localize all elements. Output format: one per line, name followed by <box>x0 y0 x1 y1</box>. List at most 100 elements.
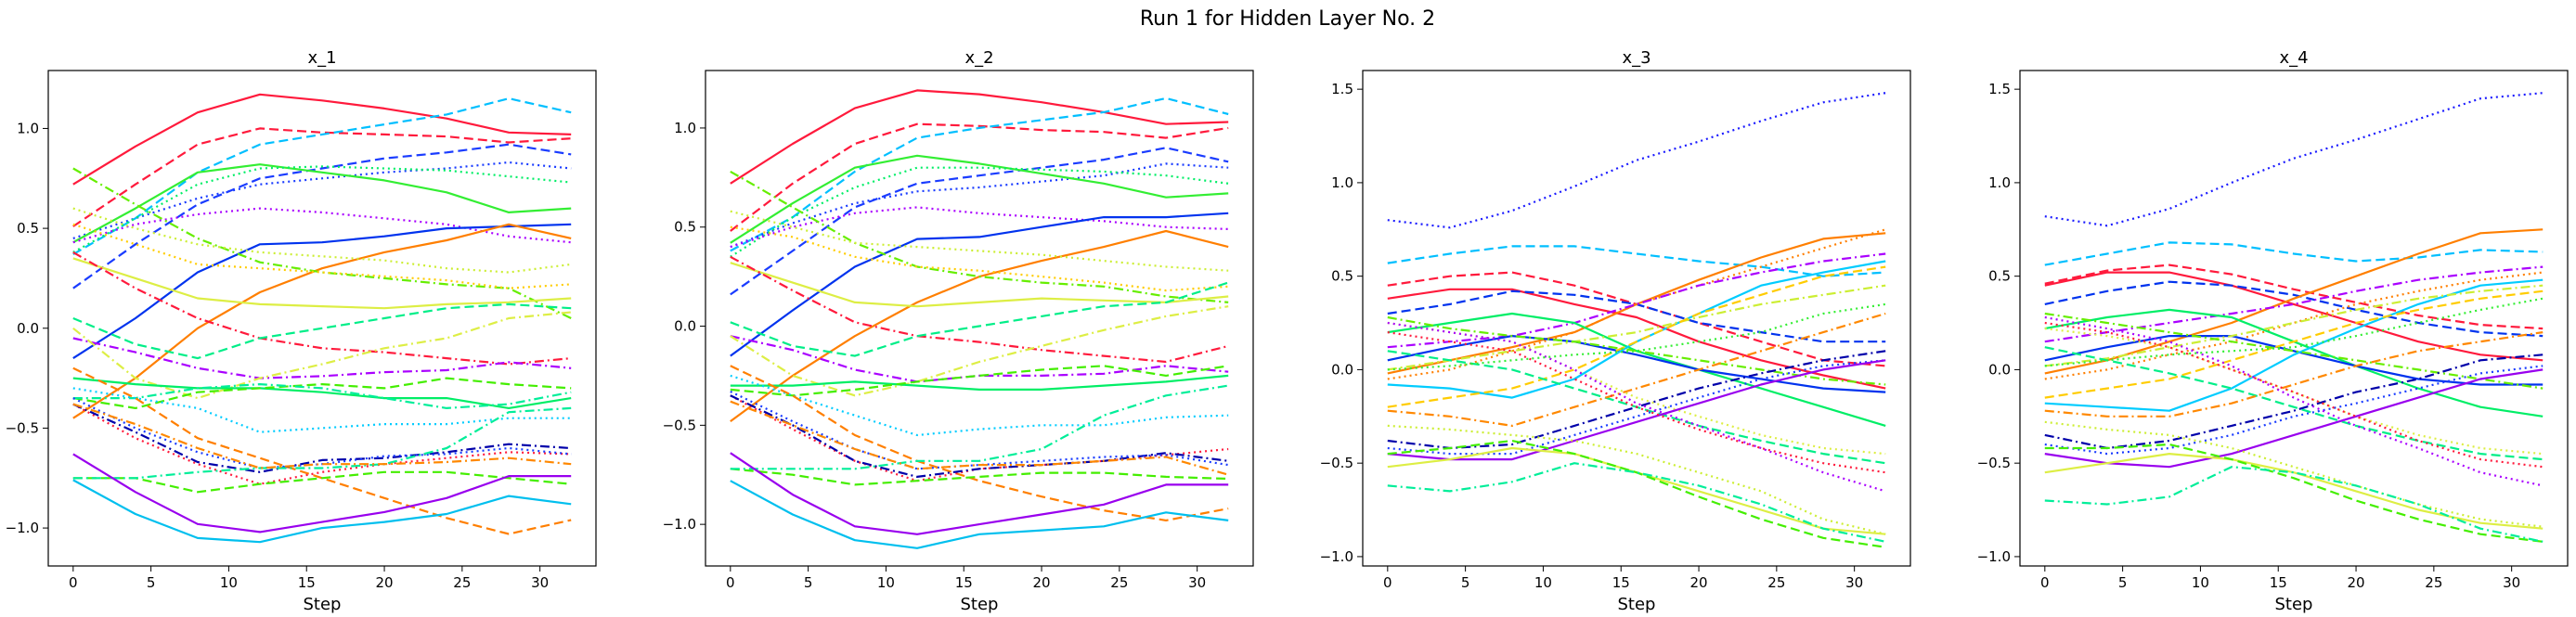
series-line-15 <box>2044 328 2544 456</box>
y-tick-label: −0.5 <box>6 419 39 436</box>
series-line-14 <box>72 223 572 289</box>
y-tick-label: −1.0 <box>1320 548 1353 565</box>
series-line-29 <box>72 403 572 469</box>
series-line-2 <box>730 122 1229 232</box>
series-line-24 <box>1387 446 1886 535</box>
x-tick-label: 20 <box>2347 574 2364 591</box>
x-tick-label: 30 <box>1188 574 1206 591</box>
subplot-title: x_3 <box>1622 48 1650 68</box>
series-line-17 <box>2044 331 2544 418</box>
series-line-6 <box>730 154 1229 244</box>
x-tick-label: 10 <box>220 574 238 591</box>
series-line-4 <box>730 147 1229 296</box>
subplot-4: 0 5 10 15 20 25 30 −1.0 −0.5 0.0 0.5 1.0 1.5 x_4 Step <box>1977 48 2569 614</box>
y-tick-label: 1.0 <box>674 120 696 136</box>
series-line-20 <box>72 377 572 409</box>
axes-frame <box>2019 70 2569 567</box>
series-line-5 <box>2044 280 2544 338</box>
series-line-26 <box>2044 466 2544 543</box>
y-tick-label: 0.5 <box>1988 268 2011 285</box>
series-line-22 <box>2044 315 2544 487</box>
series-line-2 <box>72 127 572 227</box>
series-line-21 <box>1387 331 1886 474</box>
x-tick-label: 20 <box>1689 574 1707 591</box>
series-line-23 <box>730 394 1229 482</box>
x-tick-label: 20 <box>1032 574 1050 591</box>
series-line-8 <box>1387 252 1886 349</box>
series-line-19 <box>730 374 1229 391</box>
series-line-14 <box>730 225 1229 292</box>
series-line-27 <box>730 384 1229 470</box>
x-tick-label: 5 <box>804 574 813 591</box>
series-line-29 <box>730 452 1229 535</box>
x-tick-label: 5 <box>2118 574 2128 591</box>
y-tick-label: −0.5 <box>663 417 696 433</box>
x-tick-label: 15 <box>1612 574 1630 591</box>
y-tick-label: 1.0 <box>17 120 39 136</box>
y-tick-label: 0.5 <box>674 219 696 236</box>
series-line-16 <box>2044 346 2544 461</box>
y-tick-label: 0.0 <box>17 320 39 337</box>
series-line-16 <box>730 335 1229 383</box>
series-line-13 <box>2044 289 2544 399</box>
series-line-13 <box>1387 265 1886 408</box>
series-line-10 <box>2044 335 2544 386</box>
y-tick-label: 0.5 <box>17 220 39 237</box>
series-line-5 <box>72 161 572 239</box>
series-line-21 <box>730 374 1229 437</box>
series-line-25 <box>1387 439 1886 548</box>
x-tick-label: 25 <box>1767 574 1785 591</box>
series-line-15 <box>730 255 1229 364</box>
series-line-3 <box>72 96 572 256</box>
series-line-17 <box>1387 312 1886 427</box>
series-line-3 <box>730 96 1229 252</box>
y-tick-label: 0.0 <box>1988 361 2011 378</box>
series-line-11 <box>72 167 572 319</box>
series-line-2 <box>1387 245 1886 277</box>
x-tick-label: 15 <box>2270 574 2287 591</box>
subplot-3: 0 5 10 15 20 25 30 −1.0 −0.5 0.0 0.5 1.0 1.5 x_3 Step <box>1320 48 1911 614</box>
series-line-9 <box>1387 312 1886 427</box>
series-line-17 <box>730 281 1229 357</box>
y-tick-label: −1.0 <box>6 520 39 536</box>
series-line-22 <box>72 387 572 433</box>
series-line-5 <box>730 162 1229 249</box>
series-line-10 <box>72 223 572 419</box>
x-tick-label: 15 <box>955 574 973 591</box>
y-tick-label: 0.5 <box>1331 268 1353 285</box>
series-line-12 <box>72 207 572 274</box>
series-line-27 <box>72 470 572 494</box>
series-line-15 <box>72 251 572 366</box>
y-tick-label: −0.5 <box>1320 455 1353 471</box>
series-line-17 <box>72 302 572 360</box>
x-tick-label: 10 <box>2192 574 2209 591</box>
x-tick-label: 10 <box>1534 574 1552 591</box>
series-line-28 <box>72 406 572 480</box>
x-tick-label: 30 <box>531 574 549 591</box>
x-axis-label: Step <box>2275 595 2313 614</box>
subplot-2: 0 5 10 15 20 25 30 −1.0 −0.5 0.0 0.5 1.0 x_2 Step <box>663 48 1254 614</box>
series-line-21 <box>2044 321 2544 469</box>
series-line-2 <box>2044 241 2544 266</box>
series-line-9 <box>72 223 572 360</box>
axes-frame <box>47 70 597 567</box>
axes-frame <box>705 70 1254 567</box>
series-line-21 <box>72 383 572 409</box>
series-line-4 <box>2044 271 2544 362</box>
x-tick-label: 30 <box>2503 574 2520 591</box>
series-line-27 <box>2044 297 2544 367</box>
x-tick-label: 25 <box>453 574 471 591</box>
x-tick-label: 0 <box>726 574 735 591</box>
x-tick-label: 0 <box>2040 574 2050 591</box>
series-line-3 <box>2044 264 2544 330</box>
y-tick-label: 1.0 <box>1331 174 1353 191</box>
x-tick-label: 5 <box>147 574 156 591</box>
series-line-27 <box>1387 302 1886 371</box>
series-line-6 <box>2044 228 2544 375</box>
series-line-18 <box>730 305 1229 397</box>
series-line-18 <box>1387 350 1886 450</box>
x-tick-label: 10 <box>877 574 895 591</box>
x-axis-label: Step <box>961 595 999 614</box>
subplot-1: 0 5 10 15 20 25 30 −1.0 −0.5 0.0 0.5 1.0 x_1 Step <box>6 48 597 614</box>
